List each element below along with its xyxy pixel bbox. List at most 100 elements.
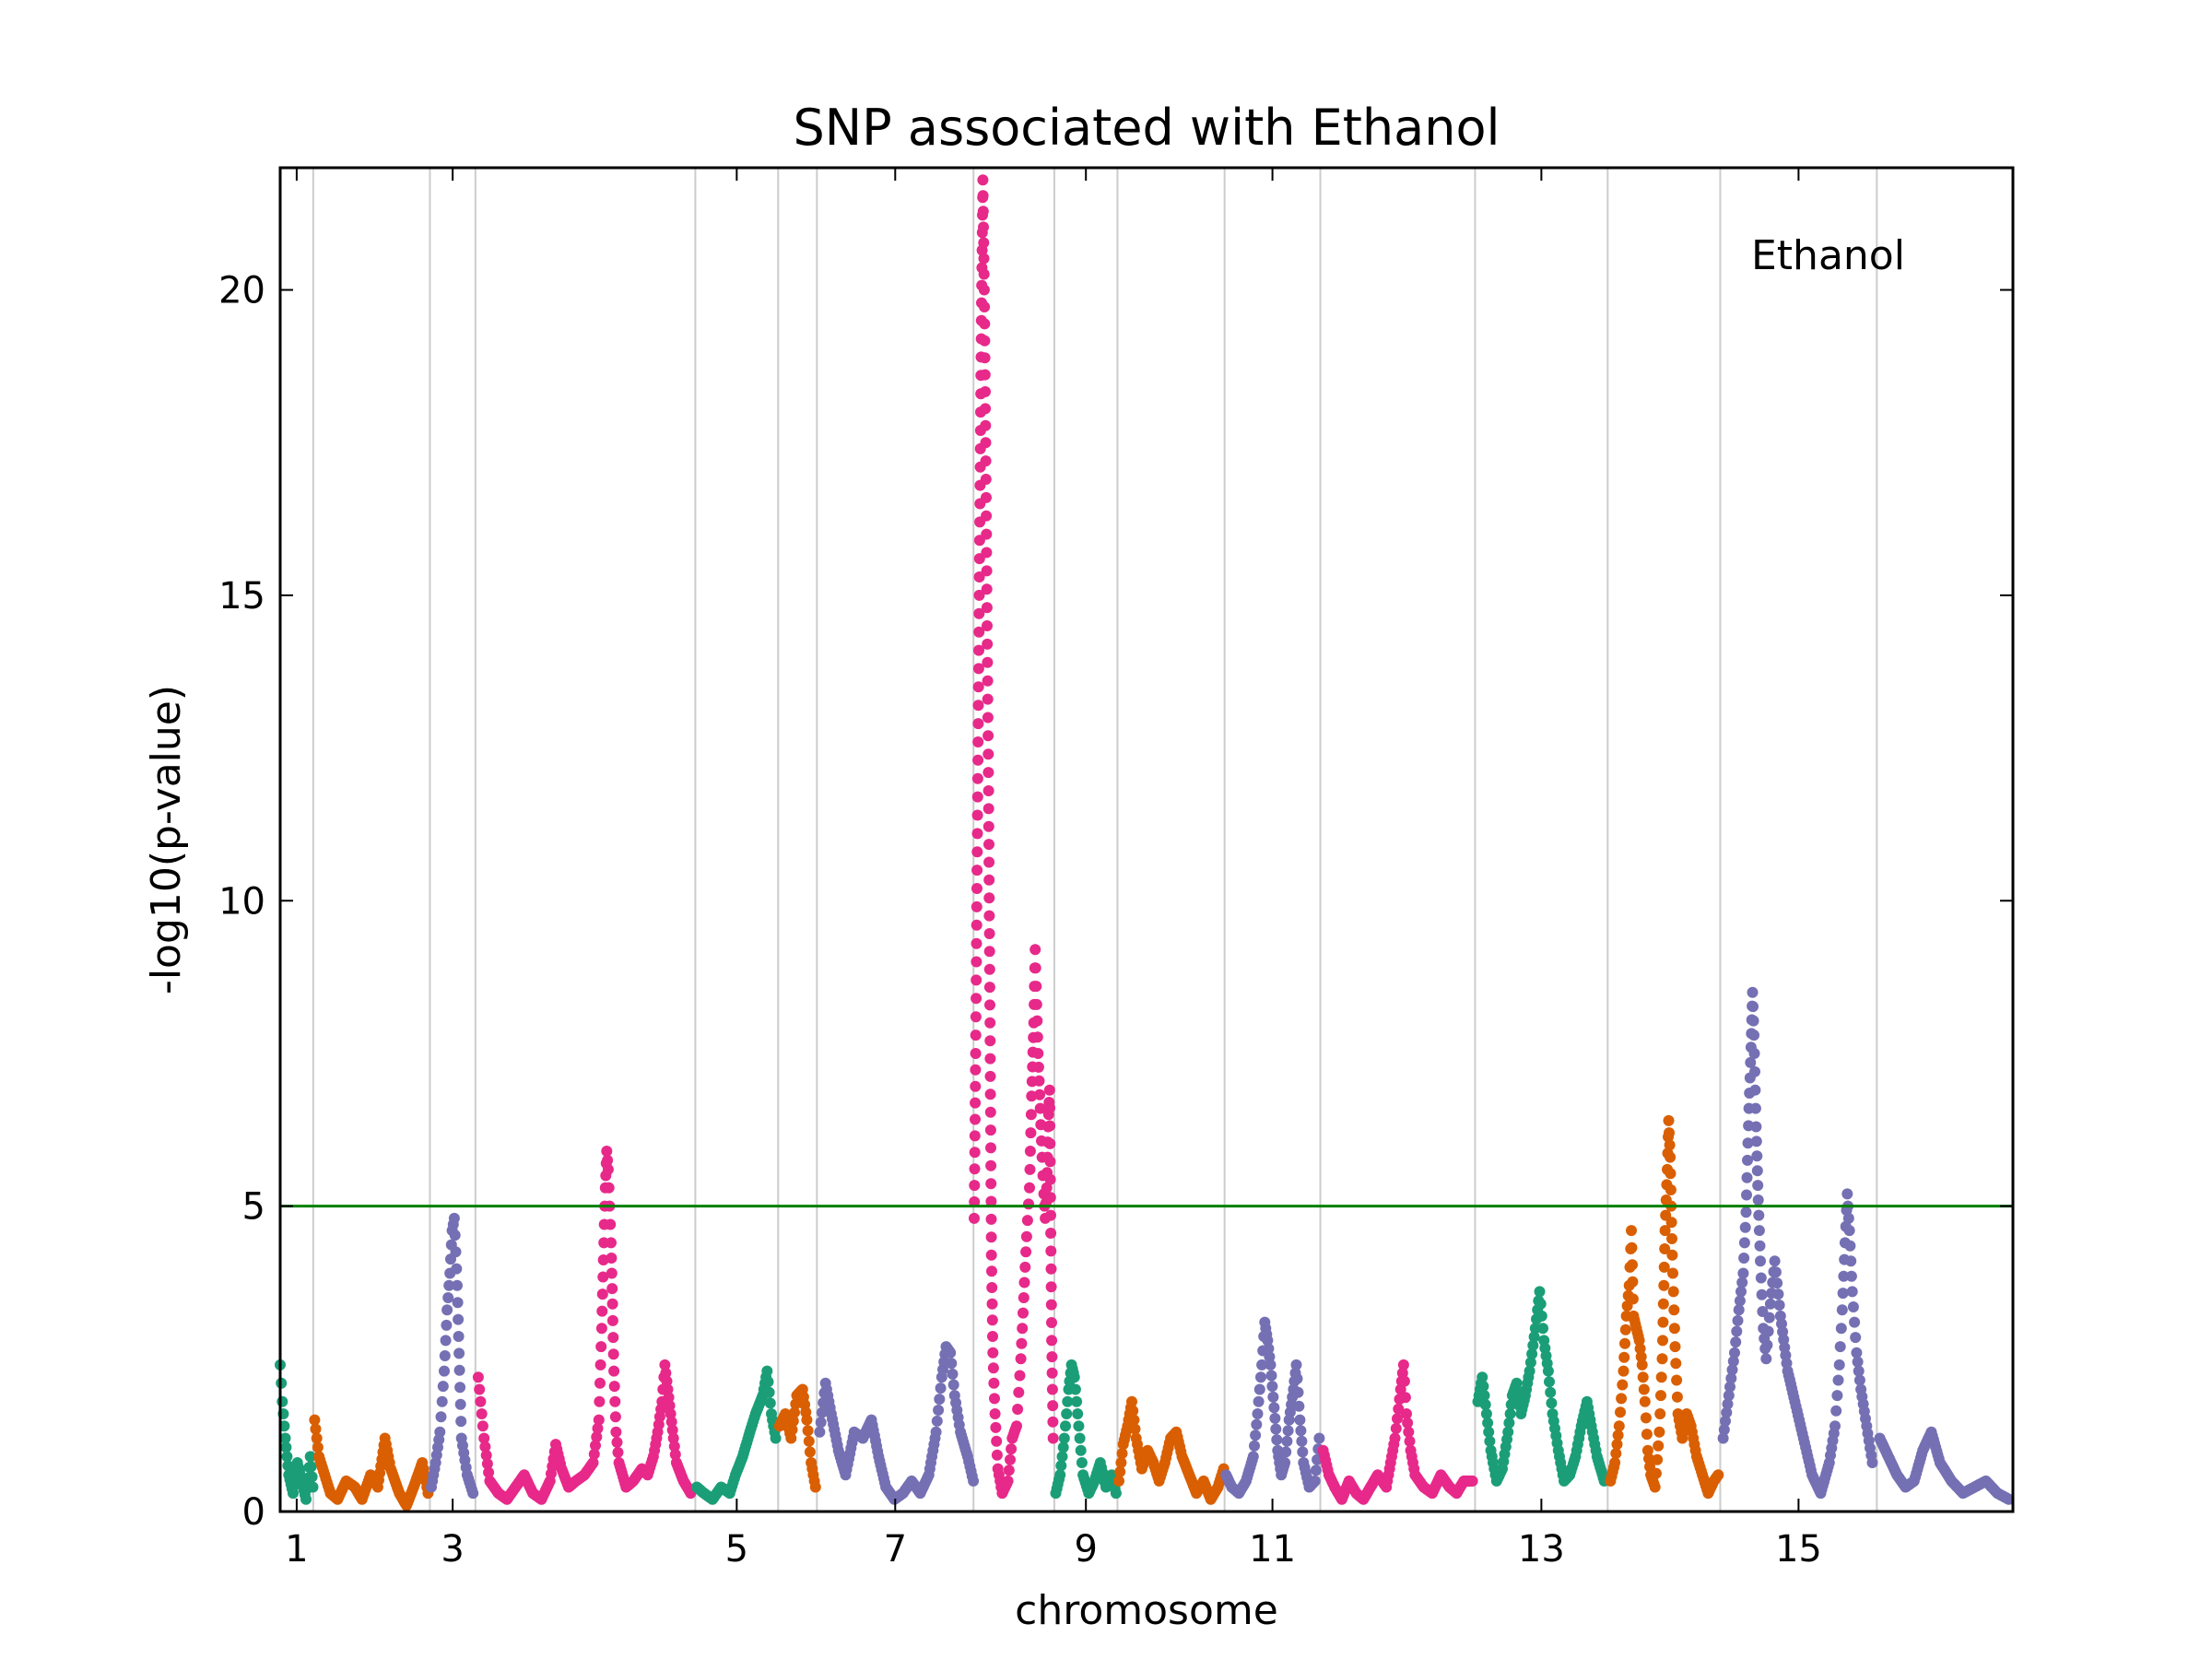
snp-point [443, 1279, 455, 1291]
snp-point [1477, 1381, 1489, 1393]
snp-point [983, 946, 995, 958]
snp-point [1020, 1230, 1032, 1242]
snp-point [1638, 1383, 1650, 1395]
snp-point [971, 791, 983, 803]
snp-point [307, 1481, 319, 1493]
snp-point [1253, 1383, 1265, 1395]
snp-point [1612, 1430, 1624, 1441]
snp-point [1835, 1323, 1847, 1335]
snp-point [1526, 1348, 1538, 1359]
snp-point [991, 1449, 1003, 1461]
snp-point [970, 1097, 982, 1109]
snp-point [1729, 1347, 1740, 1359]
snp-point [1618, 1365, 1630, 1377]
snp-point [1309, 1475, 1321, 1487]
snp-point [970, 1048, 982, 1059]
snp-point [1665, 1151, 1677, 1163]
snp-point [1115, 1457, 1127, 1468]
snp-point [980, 437, 992, 449]
snp-point [1853, 1365, 1865, 1377]
snp-point [1636, 1359, 1648, 1371]
snp-point [1113, 1475, 1124, 1487]
snp-point [763, 1386, 775, 1398]
snp-point [1650, 1467, 1662, 1479]
snp-point [595, 1323, 607, 1335]
snp-point [1282, 1425, 1294, 1437]
snp-point [1044, 1192, 1056, 1204]
snp-point [593, 1414, 605, 1426]
snp-point [1046, 1383, 1058, 1395]
snp-point [1025, 1127, 1037, 1139]
snp-point [980, 386, 991, 397]
snp-point [300, 1493, 312, 1505]
snp-point [1032, 1048, 1044, 1059]
snp-point [1269, 1412, 1281, 1424]
snp-point [1641, 1429, 1653, 1441]
snp-point [977, 174, 989, 186]
snp-point [1838, 1270, 1850, 1282]
snp-point [1528, 1331, 1540, 1343]
snp-point [1749, 1065, 1760, 1077]
snp-point [1024, 1163, 1036, 1175]
snp-point [442, 1292, 454, 1303]
snp-point [969, 1212, 980, 1224]
snp-point [1712, 1469, 1724, 1481]
snp-point [1018, 1292, 1030, 1303]
snp-point [1739, 1221, 1751, 1233]
snp-point [971, 993, 982, 1005]
snp-point [1114, 1465, 1126, 1477]
snp-point [971, 865, 983, 877]
snp-point [980, 474, 992, 485]
snp-point [1836, 1304, 1848, 1316]
snp-point [931, 1415, 943, 1427]
snp-point [1293, 1400, 1305, 1412]
snp-point [1837, 1288, 1849, 1300]
snp-point [1742, 1137, 1754, 1149]
snp-point [1482, 1417, 1494, 1429]
snp-point [981, 491, 992, 503]
snp-point [1020, 1246, 1032, 1258]
snp-point [1718, 1424, 1730, 1436]
snp-point [981, 583, 993, 595]
chromosome-2-points [309, 1414, 434, 1512]
snp-point [1670, 1358, 1682, 1370]
snp-point [1627, 1276, 1639, 1288]
snp-point [467, 1488, 479, 1500]
snp-point [1619, 1324, 1631, 1335]
snp-point [979, 352, 991, 364]
snp-point [1043, 1084, 1055, 1096]
snp-point [1626, 1225, 1637, 1237]
x-tick-label: 5 [725, 1528, 748, 1571]
snp-point [606, 1237, 617, 1249]
snp-point [1756, 1288, 1768, 1300]
chromosome-11-points [1220, 1316, 1325, 1500]
snp-point [973, 571, 985, 582]
snp-point [472, 1371, 484, 1383]
snp-point [1044, 1156, 1056, 1168]
snp-point [1393, 1403, 1405, 1415]
snp-point [1546, 1397, 1558, 1409]
snp-point [607, 1348, 619, 1360]
snp-point [606, 1283, 618, 1295]
snp-point [1750, 1135, 1762, 1147]
snp-point [1535, 1298, 1547, 1310]
snp-point [665, 1408, 677, 1419]
snp-point [1046, 1351, 1058, 1363]
snp-point [1626, 1241, 1638, 1253]
chart-title: SNP associated with Ethanol [793, 99, 1500, 157]
plot-frame [278, 166, 2015, 1513]
chromosome-10-points [1113, 1395, 1230, 1505]
snp-point [1394, 1383, 1406, 1395]
snp-point [787, 1415, 799, 1427]
snp-point [981, 510, 993, 522]
snp-point [982, 675, 994, 687]
snp-point [1310, 1465, 1322, 1477]
snp-point [480, 1450, 492, 1461]
snp-point [1633, 1335, 1645, 1347]
snp-point [606, 1253, 618, 1264]
snp-point [984, 1124, 996, 1136]
snp-point [1249, 1440, 1260, 1452]
snp-point [1653, 1440, 1665, 1452]
snp-point [1062, 1395, 1074, 1407]
snp-point [1044, 1120, 1056, 1132]
